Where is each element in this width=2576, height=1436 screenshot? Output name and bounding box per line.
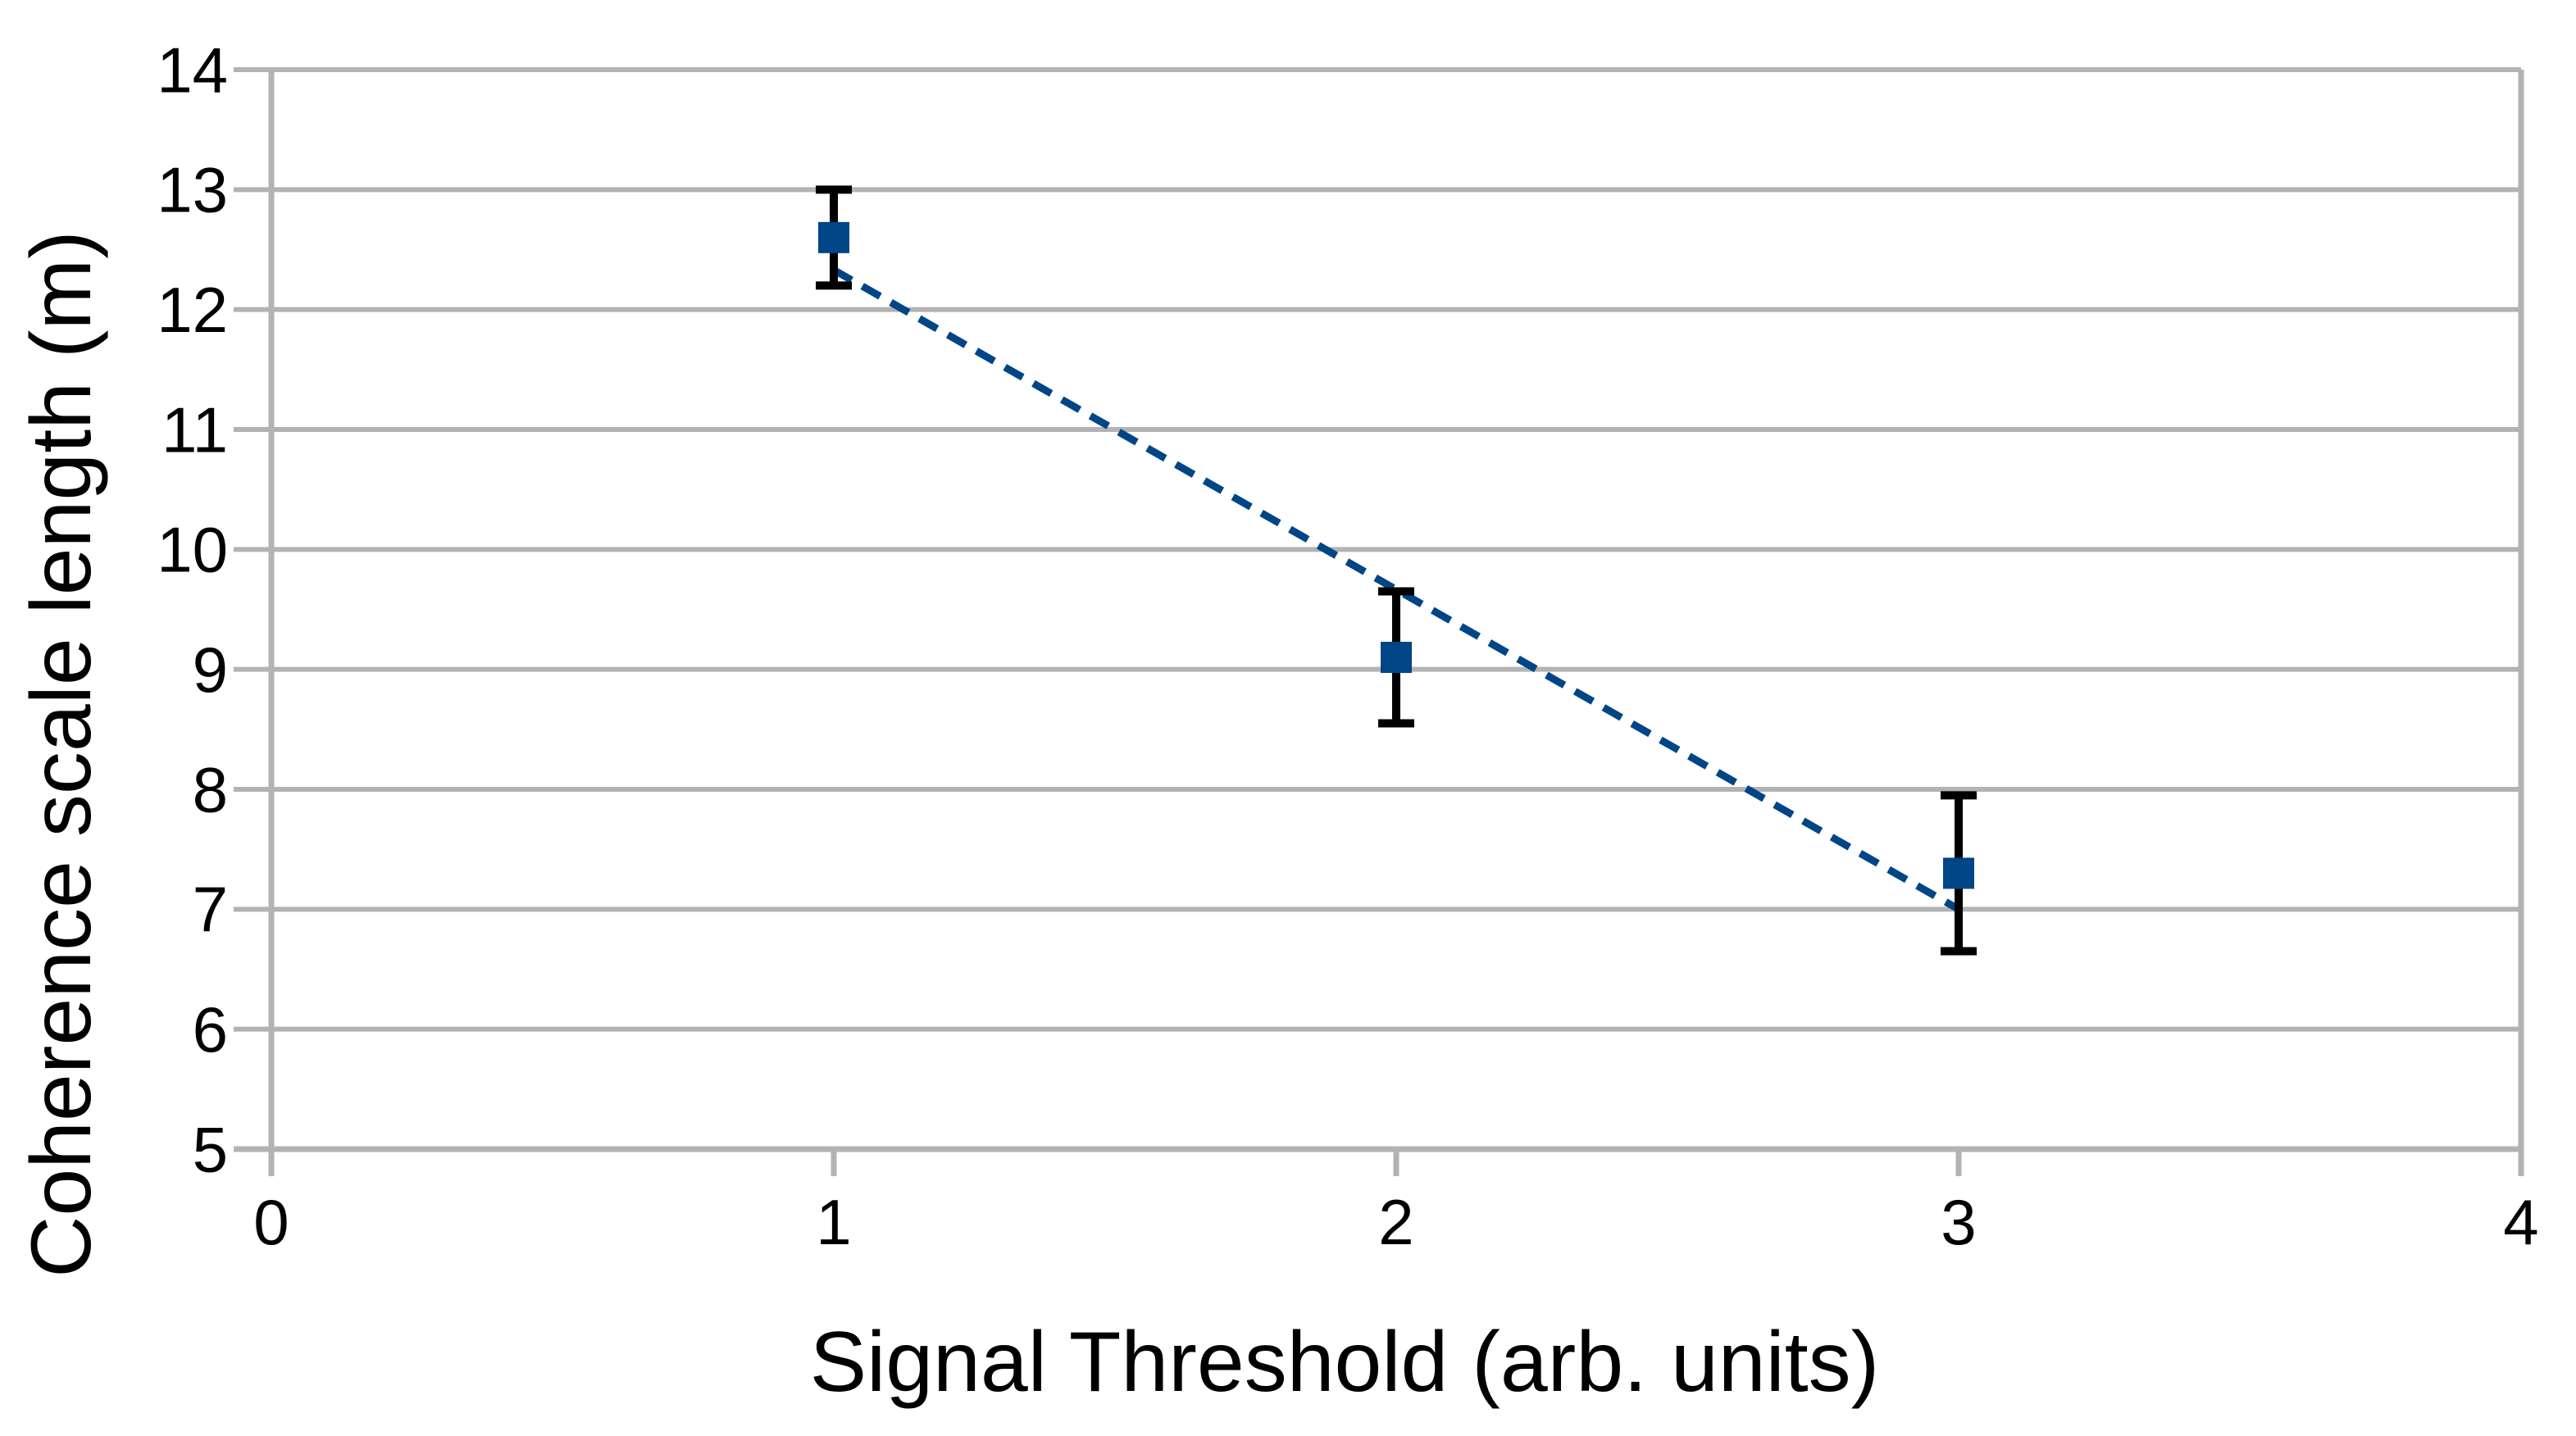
y-tick-label: 13 [157, 154, 228, 226]
y-tick-label: 9 [193, 634, 228, 706]
y-tick-label: 6 [193, 993, 228, 1066]
x-tick-label: 4 [2503, 1186, 2538, 1258]
x-tick-label: 0 [253, 1186, 289, 1258]
y-tick-label: 14 [157, 34, 228, 106]
data-point-marker [818, 221, 849, 253]
y-axis-title: Coherence scale length (m) [14, 230, 109, 1278]
y-tick-label: 8 [193, 753, 228, 825]
trend-line [831, 266, 1961, 913]
y-tick-label: 11 [162, 393, 228, 466]
x-tick-label: 1 [816, 1186, 851, 1258]
x-tick-label: 2 [1378, 1186, 1413, 1258]
y-tick-label: 12 [157, 274, 228, 346]
data-point-marker [1943, 857, 1974, 889]
data-point-marker [1381, 642, 1412, 674]
y-tick-label: 10 [157, 514, 228, 586]
x-axis-title: Signal Threshold (arb. units) [809, 1315, 1880, 1410]
x-tick-label: 3 [1941, 1186, 1976, 1258]
y-tick-label: 7 [193, 874, 228, 946]
y-tick-label: 5 [193, 1113, 228, 1185]
